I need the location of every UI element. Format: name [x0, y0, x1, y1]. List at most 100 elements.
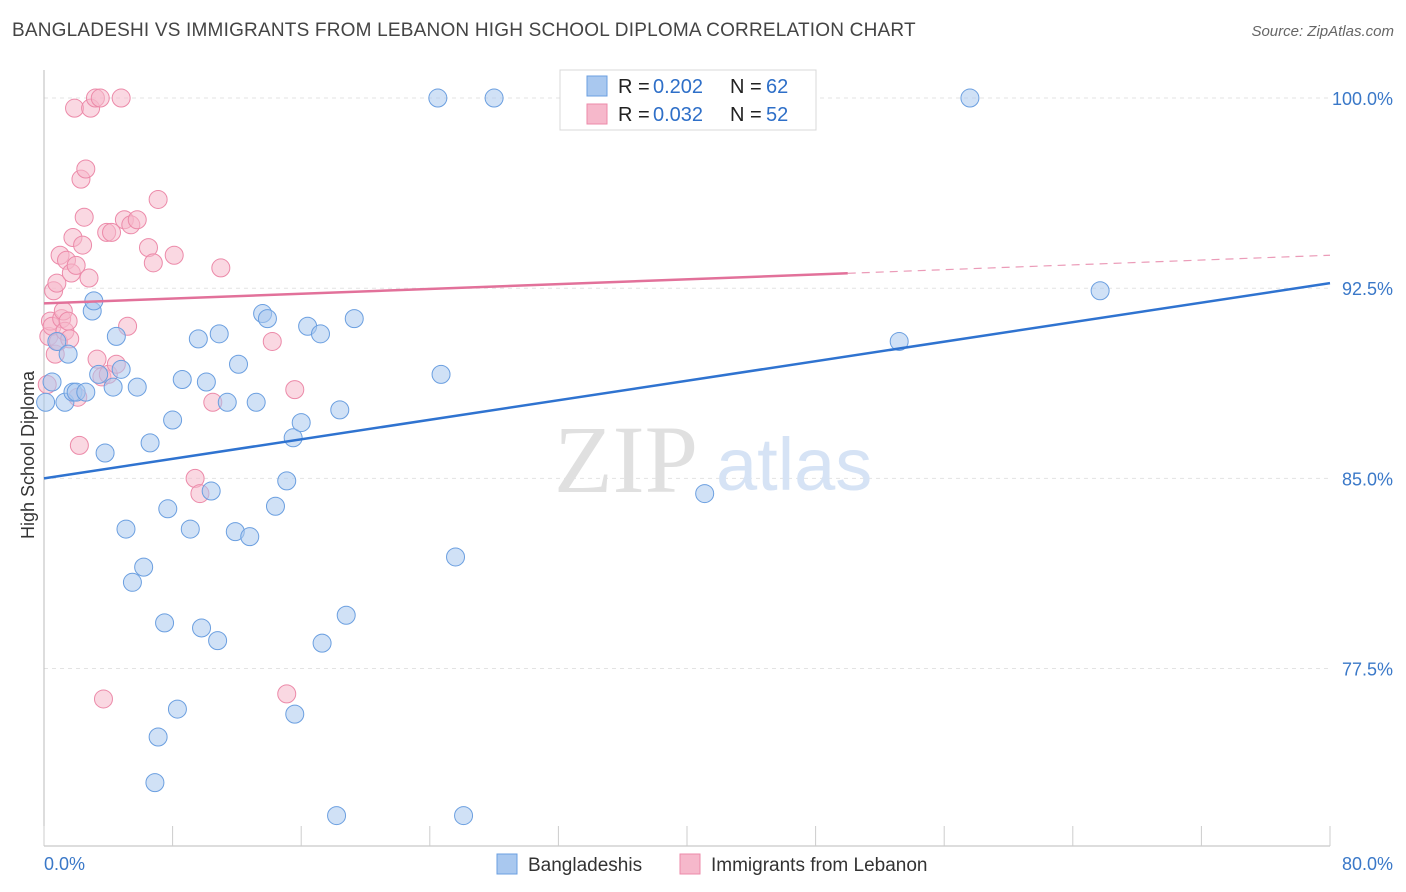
y-tick-label: 92.5%: [1342, 279, 1393, 299]
legend-n-value-2: 52: [766, 104, 788, 126]
scatter-point: [277, 471, 297, 491]
scatter-point: [58, 311, 78, 331]
y-tick-label: 100.0%: [1332, 89, 1393, 109]
scatter-point: [208, 631, 228, 651]
scatter-point: [90, 88, 110, 108]
scatter-point: [312, 633, 332, 653]
bottom-legend-label-lebanon: Immigrants from Lebanon: [711, 855, 928, 876]
scatter-point: [106, 326, 126, 346]
scatter-point: [229, 354, 249, 374]
scatter-point: [285, 380, 305, 400]
scatter-point: [74, 207, 94, 227]
scatter-point: [1090, 281, 1110, 301]
scatter-point: [73, 235, 93, 255]
watermark-atlas: atlas: [716, 423, 872, 506]
scatter-point: [336, 605, 356, 625]
scatter-point: [116, 519, 136, 539]
scatter-point: [454, 806, 474, 826]
scatter-point: [95, 443, 115, 463]
scatter-point: [76, 382, 96, 402]
scatter-point: [180, 519, 200, 539]
legend-swatch-bangladeshis: [586, 75, 608, 97]
watermark: ZIP atlas: [554, 406, 872, 513]
trend-line-solid: [43, 272, 848, 305]
axes: [43, 70, 1331, 847]
scatter-point: [148, 727, 168, 747]
scatter-point: [164, 245, 184, 265]
scatter-point: [428, 88, 448, 108]
y-axis-label: High School Diploma: [18, 370, 38, 539]
legend-r-value-2: 0.032: [653, 104, 703, 126]
scatter-point: [310, 324, 330, 344]
scatter-point: [291, 413, 311, 433]
scatter-point: [172, 369, 192, 389]
scatter-point: [111, 359, 131, 379]
scatter-point: [484, 88, 504, 108]
scatter-point: [79, 268, 99, 288]
scatter-point: [196, 372, 216, 392]
scatter-point: [201, 481, 221, 501]
scatter-point: [65, 98, 85, 118]
legend-r-label-1: R =: [618, 76, 650, 98]
trend-line-dashed: [847, 254, 1331, 274]
scatter-point: [277, 684, 297, 704]
scatter-point: [89, 364, 109, 384]
scatter-point: [148, 189, 168, 209]
legend-n-label-2: N =: [730, 104, 762, 126]
legend-r-value-1: 0.202: [653, 76, 703, 98]
scatter-point: [257, 309, 277, 329]
top-legend: R = 0.202 N = 62 R = 0.032 N = 52: [559, 69, 817, 131]
scatter-point: [140, 433, 160, 453]
legend-n-label-1: N =: [730, 76, 762, 98]
bottom-legend-swatch-lebanon: [679, 853, 701, 875]
bottom-legend-label-bangladeshis: Bangladeshis: [528, 855, 642, 876]
series-bangladeshis-points: [36, 88, 1110, 826]
scatter-point: [217, 392, 237, 412]
y-tick-label: 85.0%: [1342, 469, 1393, 489]
scatter-point: [69, 435, 89, 455]
scatter-point: [76, 159, 96, 179]
bottom-legend: Bangladeshis Immigrants from Lebanon: [496, 853, 928, 876]
scatter-point: [163, 410, 183, 430]
scatter-point: [446, 547, 466, 567]
chart-title: BANGLADESHI VS IMMIGRANTS FROM LEBANON H…: [12, 20, 916, 41]
scatter-point: [695, 484, 715, 504]
scatter-point: [47, 331, 67, 351]
scatter-point: [240, 527, 260, 547]
scatter-point: [246, 392, 266, 412]
scatter-point: [188, 329, 208, 349]
scatter-point: [330, 400, 350, 420]
watermark-zip: ZIP: [554, 406, 698, 513]
scatter-point: [127, 210, 147, 230]
trend-line: [43, 281, 1331, 480]
scatter-point: [134, 557, 154, 577]
scatter-point: [285, 704, 305, 724]
x-tick-label-max: 80.0%: [1342, 854, 1393, 874]
x-tick-label-min: 0.0%: [44, 854, 85, 874]
scatter-point: [167, 699, 187, 719]
scatter-point: [127, 377, 147, 397]
scatter-point: [192, 618, 212, 638]
legend-n-value-1: 62: [766, 76, 788, 98]
scatter-point: [145, 773, 165, 793]
scatter-point: [158, 499, 178, 519]
bottom-legend-swatch-bangladeshis: [496, 853, 518, 875]
scatter-point: [47, 273, 67, 293]
scatter-point: [327, 806, 347, 826]
scatter-point: [155, 613, 175, 633]
scatter-point: [102, 222, 122, 242]
scatter-point: [889, 331, 909, 351]
legend-r-label-2: R =: [618, 104, 650, 126]
chart-source: Source: ZipAtlas.com: [1251, 23, 1394, 40]
scatter-point: [122, 572, 142, 592]
scatter-point: [344, 309, 364, 329]
scatter-point: [66, 255, 86, 275]
scatter-point: [36, 392, 56, 412]
trend-lines: [43, 254, 1331, 480]
scatter-point: [103, 377, 123, 397]
scatter-point: [143, 253, 163, 273]
y-tick-label: 77.5%: [1342, 660, 1393, 680]
scatter-point: [431, 364, 451, 384]
scatter-point: [58, 344, 78, 364]
